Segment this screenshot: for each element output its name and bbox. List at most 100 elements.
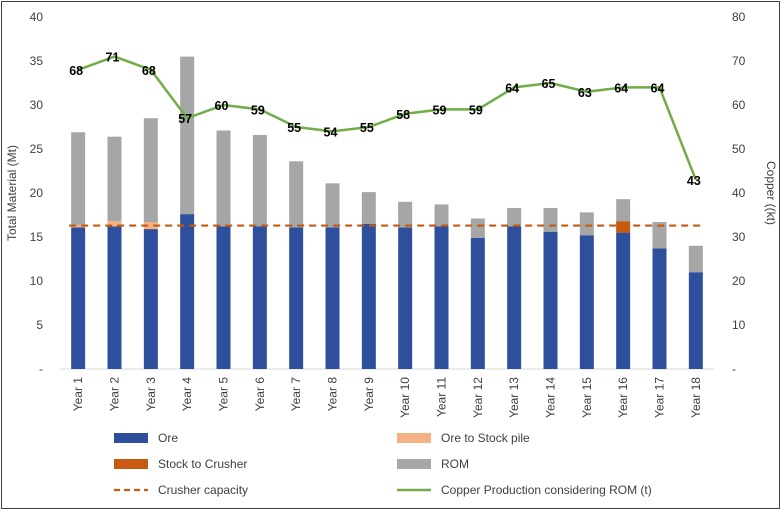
- legend-label: Copper Production considering ROM (t): [441, 483, 652, 497]
- bar-rom: [216, 130, 231, 227]
- x-tick-label: Year 4: [180, 377, 194, 412]
- data-label: 68: [69, 64, 83, 78]
- bar-rom: [71, 132, 86, 225]
- bar-rom: [180, 56, 195, 215]
- y2-tick-label: 10: [732, 318, 746, 332]
- bar-ore: [361, 223, 376, 369]
- chart: - 5 10 15 20 25 30 35 40 - 10 20 30 40 50 60 70 80 Total M…: [5, 10, 778, 497]
- bar-rom: [107, 136, 122, 222]
- bar-rom: [289, 161, 304, 228]
- x-tick-label: Year 9: [362, 377, 376, 412]
- y2-tick-label: 70: [732, 54, 746, 68]
- data-label: 68: [142, 64, 156, 78]
- x-tick-label: Year 11: [435, 377, 449, 417]
- data-label: 65: [542, 77, 556, 91]
- bar-ore: [398, 227, 413, 369]
- x-tick-label: Year 10: [398, 377, 412, 418]
- bar-rom: [507, 207, 522, 227]
- bar-rom: [252, 134, 267, 227]
- bar-ore: [543, 231, 558, 369]
- data-label: 59: [251, 103, 265, 117]
- data-label: 57: [178, 112, 192, 126]
- y-tick-label: 25: [30, 142, 44, 156]
- bar-ore-to-stock-pile: [107, 221, 122, 227]
- x-tick-label: Year 8: [326, 377, 340, 412]
- bar-rom: [579, 212, 594, 236]
- bar-rom: [688, 245, 703, 273]
- bar-rom: [543, 207, 558, 232]
- bar-rom: [143, 118, 158, 223]
- y-tick-label: 5: [36, 318, 43, 332]
- x-tick-label: Year 6: [253, 377, 267, 412]
- bar-ore-to-stock-pile: [71, 224, 86, 228]
- bar-rom: [434, 204, 449, 227]
- legend-item: Ore: [114, 431, 178, 445]
- bar-ore: [688, 272, 703, 369]
- data-label: 55: [360, 121, 374, 135]
- legend-label: Stock to Crusher: [158, 457, 247, 471]
- bar-rom: [398, 201, 413, 228]
- bar-ore: [325, 227, 340, 369]
- bar-ore: [143, 229, 158, 369]
- axes: - 5 10 15 20 25 30 35 40 - 10 20 30 40 50 60 70 80 Total M…: [5, 10, 778, 418]
- y2-tick-label: -: [732, 362, 736, 376]
- data-labels: 68 71 68 57 60 59 55 54 55 58 59 59 64 65 63 64 64 43: [69, 51, 701, 188]
- legend-label: ROM: [441, 457, 469, 471]
- bar-rom: [652, 222, 667, 249]
- x-tick-label: Year 16: [616, 377, 630, 418]
- y2-tick-label: 80: [732, 10, 746, 24]
- bar-ore: [507, 226, 522, 369]
- y-tick-label: -: [39, 362, 43, 376]
- legend-swatch-ore: [114, 433, 148, 443]
- data-label: 54: [324, 125, 338, 139]
- y-tick-label: 30: [30, 98, 44, 112]
- lines: [69, 55, 705, 227]
- y2-tick-label: 40: [732, 186, 746, 200]
- y-tick-label: 15: [30, 230, 44, 244]
- x-tick-label: Year 15: [580, 377, 594, 418]
- bar-rom: [361, 192, 376, 224]
- x-tick-label: Year 5: [217, 377, 231, 412]
- data-label: 64: [614, 81, 628, 95]
- data-label: 71: [106, 51, 120, 65]
- data-label: 60: [215, 99, 229, 113]
- legend-item: Ore to Stock pile: [397, 431, 530, 445]
- bar-ore: [579, 235, 594, 369]
- legend-item: Crusher capacity: [114, 483, 248, 497]
- data-label: 59: [469, 103, 483, 117]
- bars: [71, 56, 703, 369]
- legend: Ore Ore to Stock pile Stock to Crusher ROM C…: [114, 431, 652, 497]
- y-tick-label: 35: [30, 54, 44, 68]
- x-tick-label: Year 12: [471, 377, 485, 418]
- x-tick-label: Year 3: [144, 377, 158, 412]
- legend-label: Ore: [158, 431, 178, 445]
- data-label: 59: [433, 103, 447, 117]
- data-label: 55: [287, 121, 301, 135]
- y-tick-label: 10: [30, 274, 44, 288]
- y2-tick-label: 20: [732, 274, 746, 288]
- bar-stock-to-crusher: [616, 221, 631, 233]
- y2-tick-label: 30: [732, 230, 746, 244]
- y2-tick-label: 50: [732, 142, 746, 156]
- legend-label: Crusher capacity: [158, 483, 248, 497]
- x-tick-label: Year 18: [689, 377, 703, 418]
- y-tick-label: 40: [30, 10, 44, 24]
- legend-swatch-stock-to-crusher: [114, 459, 148, 469]
- y2-tick-label: 60: [732, 98, 746, 112]
- x-tick-label: Year 1: [71, 377, 85, 412]
- line-copper-production-considering-rom-t: [77, 55, 697, 181]
- legend-item: Stock to Crusher: [114, 457, 247, 471]
- bar-rom: [325, 183, 340, 228]
- y-tick-label: 20: [30, 186, 44, 200]
- bar-ore: [470, 237, 485, 369]
- bar-ore: [652, 248, 667, 369]
- data-label: 64: [651, 81, 665, 95]
- bar-rom: [616, 199, 631, 222]
- y-axis-title: Total Material (Mt): [5, 145, 19, 241]
- bar-ore: [434, 226, 449, 369]
- x-tick-label: Year 13: [507, 377, 521, 418]
- bar-ore: [71, 227, 86, 369]
- bar-ore: [252, 226, 267, 369]
- bar-ore-to-stock-pile: [143, 222, 158, 230]
- data-label: 58: [396, 108, 410, 122]
